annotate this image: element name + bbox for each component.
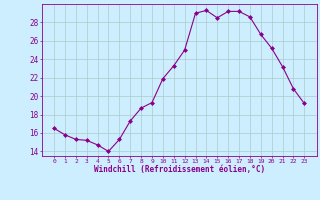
X-axis label: Windchill (Refroidissement éolien,°C): Windchill (Refroidissement éolien,°C)	[94, 165, 265, 174]
